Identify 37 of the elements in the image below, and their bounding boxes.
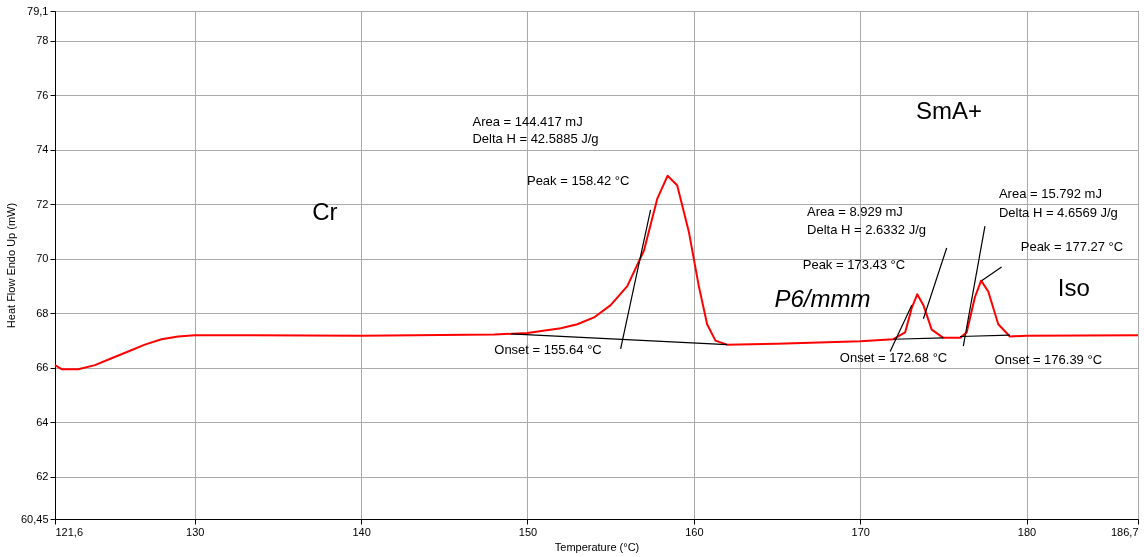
- annotation: Peak = 173.43 °C: [802, 256, 906, 272]
- y-tick-label: 78: [36, 34, 49, 47]
- x-tick-label: 160: [685, 525, 704, 538]
- y-tick-label: 62: [36, 470, 49, 483]
- annotation: P6/mmm: [774, 284, 871, 312]
- annotation: Delta H = 4.6569 J/g: [998, 204, 1118, 220]
- annotation: Onset = 176.39 °C: [994, 352, 1103, 368]
- x-tick-label: 150: [518, 525, 538, 538]
- y-tick-label: 76: [36, 88, 49, 101]
- annotation: Onset = 155.64 °C: [494, 341, 602, 357]
- x-tick-label: 180: [1017, 525, 1037, 538]
- x-tick-label: 121,6: [55, 525, 84, 538]
- y-tick-label: 79,1: [27, 4, 49, 17]
- annotation: Onset = 172.68 °C: [839, 349, 948, 365]
- y-tick-label: 70: [36, 252, 49, 265]
- annotation: Delta H = 42.5885 J/g: [472, 131, 599, 147]
- x-tick-label: 170: [851, 525, 870, 538]
- y-tick-label: 74: [36, 143, 49, 156]
- annotation: Peak = 158.42 °C: [526, 172, 630, 188]
- y-tick-label: 60,45: [20, 512, 49, 525]
- x-tick-label: 186,7: [1110, 525, 1139, 538]
- annotation: Iso: [1057, 274, 1090, 302]
- y-tick-label: 64: [36, 415, 49, 428]
- y-tick-label: 68: [36, 306, 49, 319]
- annotation: Area = 8.929 mJ: [807, 203, 903, 219]
- annotation: SmA+: [916, 97, 983, 125]
- annotation: Peak = 177.27 °C: [1020, 238, 1124, 254]
- y-tick-label: 66: [36, 361, 49, 374]
- x-axis-title: Temperature (°C): [554, 540, 640, 553]
- annotation: Cr: [312, 197, 338, 225]
- annotation: Delta H = 2.6332 J/g: [807, 222, 926, 238]
- annotation: Area = 15.792 mJ: [998, 186, 1102, 202]
- annotation: Area = 144.417 mJ: [472, 113, 583, 129]
- x-tick-label: 130: [186, 525, 205, 538]
- x-tick-label: 140: [352, 525, 371, 538]
- y-tick-label: 72: [36, 197, 49, 210]
- y-axis-title: Heat Flow Endo Up (mW): [4, 202, 17, 329]
